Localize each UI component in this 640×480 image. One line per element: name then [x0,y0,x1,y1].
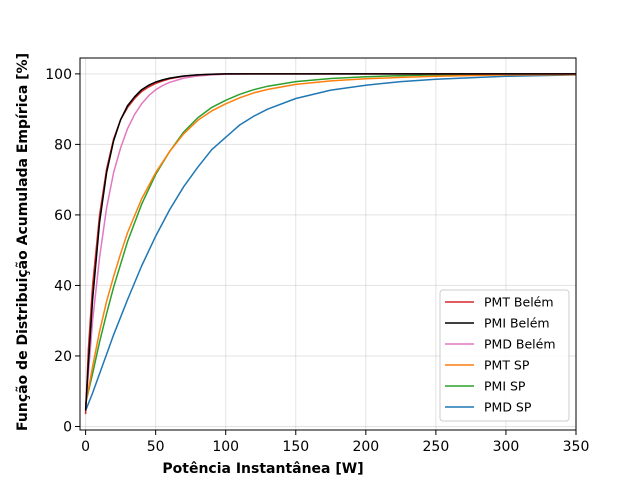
x-tick-label: 0 [81,439,90,455]
x-tick-label: 350 [563,439,590,455]
legend: PMT Belém PMI Belém PMD Belém PMT SP PMI SP P… [439,289,570,422]
legend-label: PMI SP [484,379,526,394]
legend-label: PMD SP [484,400,532,415]
legend-label: PMT Belém [484,295,554,310]
plot-frame [79,57,577,431]
x-tick-label: 250 [423,439,450,455]
y-tick-label: 0 [63,419,72,435]
y-tick-label: 20 [54,349,72,365]
legend-label: PMD Belém [484,337,556,352]
y-tick-label: 60 [54,208,72,224]
x-tick-label: 50 [147,439,165,455]
x-tick-label: 300 [493,439,520,455]
series-line-4 [84,73,577,404]
x-tick-label: 150 [282,439,309,455]
y-tick-label: 100 [45,67,72,83]
series-line-1 [84,73,576,411]
legend-label: PMT SP [484,358,530,373]
series-line-5 [84,74,577,411]
series-lines [84,73,577,415]
x-tick-label: 200 [352,439,379,455]
x-tick-label: 100 [212,439,239,455]
y-tick-label: 80 [54,137,72,153]
y-axis-ticks: 0 20 40 60 80 100 [45,67,80,435]
x-axis-label: Potência Instantânea [W] [162,461,363,477]
legend-label: PMI Belém [484,316,550,331]
y-tick-label: 40 [54,278,72,294]
series-line-3 [84,73,577,406]
y-axis-label: Função de Distribuição Acumulada Empíric… [15,53,31,431]
x-axis-ticks: 0 50 100 150 200 250 300 350 [81,430,589,455]
